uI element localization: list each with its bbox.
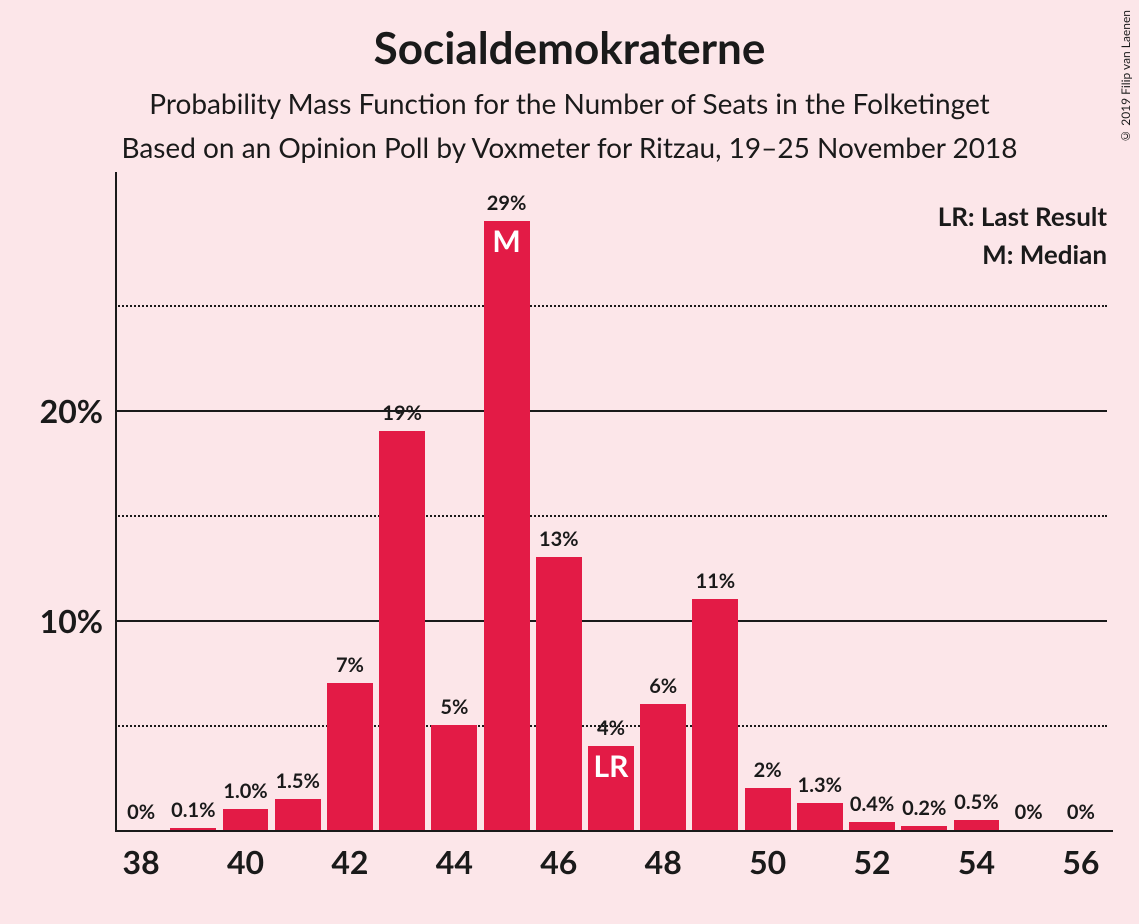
bar xyxy=(223,809,269,830)
gridline-minor xyxy=(115,305,1107,307)
last-result-mark: LR xyxy=(594,748,629,784)
bar-value-label: 0.5% xyxy=(954,790,998,814)
bar-value-label: 0.1% xyxy=(171,798,215,822)
bar xyxy=(484,221,530,830)
bar-value-label: 19% xyxy=(382,401,422,425)
bar-value-label: 13% xyxy=(539,527,579,551)
x-axis-tick-label: 42 xyxy=(331,842,368,881)
x-axis-tick-label: 44 xyxy=(436,842,473,881)
chart-subtitle-2: Based on an Opinion Poll by Voxmeter for… xyxy=(0,130,1139,164)
bar xyxy=(640,704,686,830)
x-axis-tick-label: 52 xyxy=(853,842,890,881)
legend-lr: LR: Last Result xyxy=(938,200,1107,232)
bar-value-label: 2% xyxy=(754,758,782,782)
x-axis-tick-label: 46 xyxy=(540,842,577,881)
bar-value-label: 0% xyxy=(127,800,155,824)
gridline-minor xyxy=(115,515,1107,517)
x-axis-tick-label: 48 xyxy=(645,842,682,881)
bar-value-label: 11% xyxy=(696,569,736,593)
bar xyxy=(692,599,738,830)
bar-value-label: 1.5% xyxy=(276,769,320,793)
legend-m: M: Median xyxy=(938,238,1107,270)
gridline-major xyxy=(115,620,1107,622)
bar xyxy=(797,803,843,830)
gridline-major xyxy=(115,410,1107,412)
bar xyxy=(745,788,791,830)
bar xyxy=(954,820,1000,831)
bar xyxy=(379,431,425,830)
chart-plot-area: LR: Last Result M: Median 10%20%0%0.1%1.… xyxy=(115,200,1107,830)
bar xyxy=(431,725,477,830)
x-axis-line xyxy=(115,830,1113,832)
x-axis-tick-label: 56 xyxy=(1062,842,1099,881)
bar-value-label: 0% xyxy=(1067,800,1095,824)
copyright-text: © 2019 Filip van Laenen xyxy=(1118,10,1133,144)
median-mark: M xyxy=(492,223,520,259)
bar-value-label: 0% xyxy=(1015,800,1043,824)
y-axis-tick-label: 20% xyxy=(40,391,103,430)
bar xyxy=(327,683,373,830)
y-axis-tick-label: 10% xyxy=(40,601,103,640)
bar-value-label: 6% xyxy=(649,674,677,698)
bar-value-label: 5% xyxy=(440,695,468,719)
chart-subtitle-1: Probability Mass Function for the Number… xyxy=(0,86,1139,120)
bar-value-label: 4% xyxy=(597,716,625,740)
bar xyxy=(536,557,582,830)
bar-value-label: 0.4% xyxy=(850,792,894,816)
x-axis-tick-label: 50 xyxy=(749,842,786,881)
bar-value-label: 29% xyxy=(487,191,527,215)
bar xyxy=(275,799,321,831)
bar-value-label: 7% xyxy=(336,653,364,677)
bar xyxy=(849,822,895,830)
bar-value-label: 0.2% xyxy=(902,796,946,820)
legend: LR: Last Result M: Median xyxy=(938,200,1107,270)
x-axis-tick-label: 40 xyxy=(227,842,264,881)
bar-value-label: 1.3% xyxy=(798,773,842,797)
bar-value-label: 1.0% xyxy=(223,779,267,803)
chart-title: Socialdemokraterne xyxy=(0,0,1139,74)
y-axis-line xyxy=(115,172,117,830)
x-axis-tick-label: 54 xyxy=(958,842,995,881)
x-axis-tick-label: 38 xyxy=(123,842,160,881)
